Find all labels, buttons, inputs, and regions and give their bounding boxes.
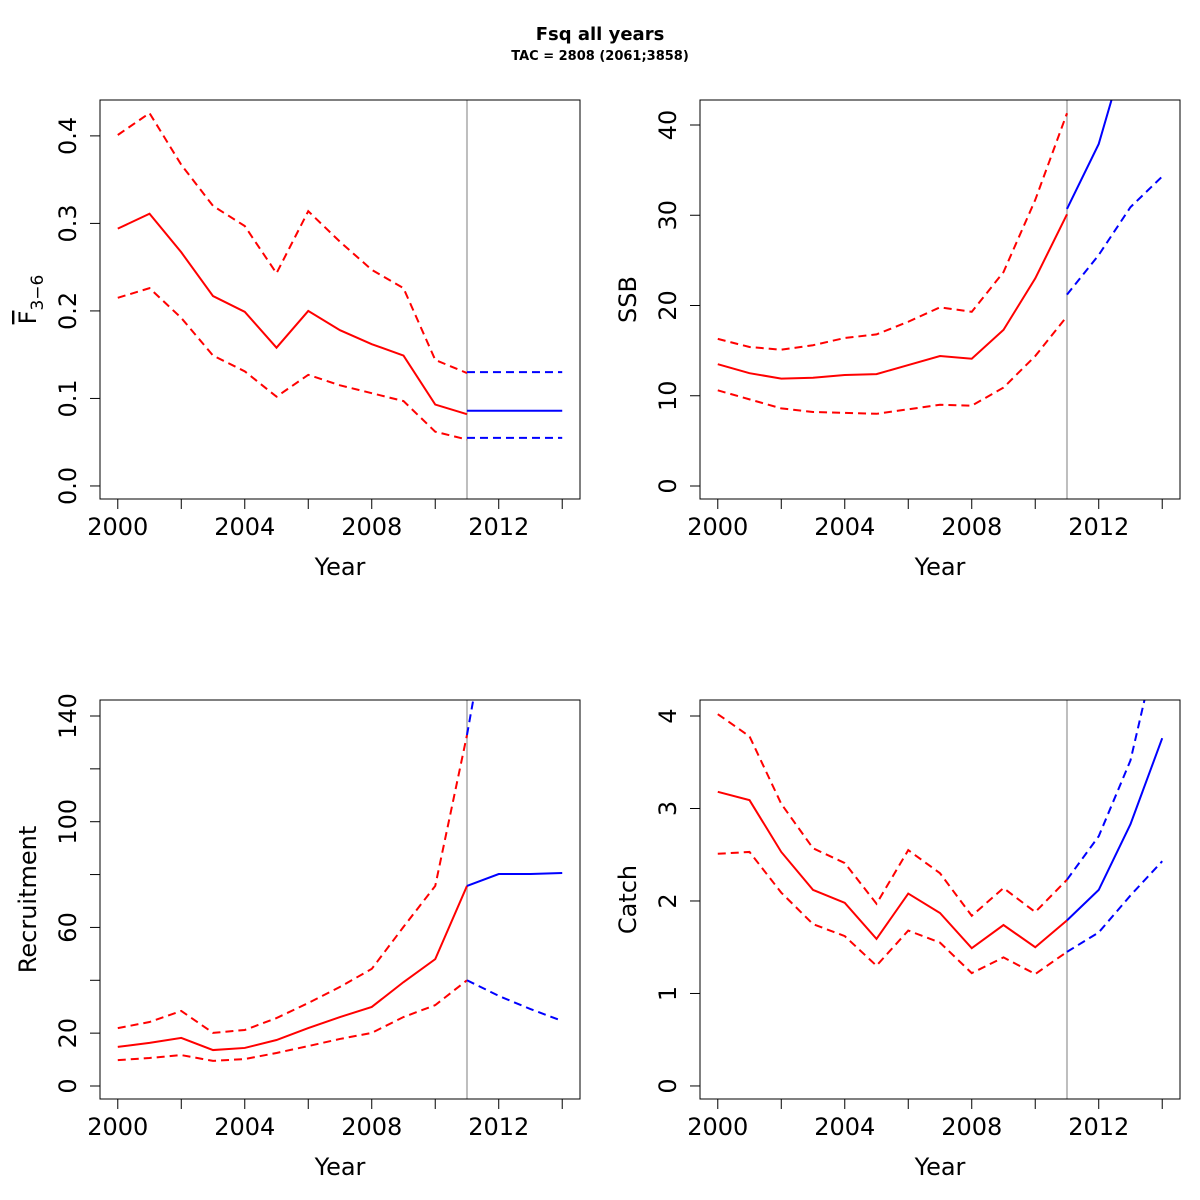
y-tick-label: 3 (654, 801, 682, 816)
x-tick-label: 2000 (687, 1113, 748, 1141)
series-line (1066, 860, 1163, 953)
series-line (117, 734, 468, 1034)
x-tick-label: 2004 (814, 1113, 875, 1141)
y-tick-label: 20 (654, 290, 682, 321)
series-line (1066, 700, 1146, 881)
y-axis-label: Recruitment (14, 826, 42, 973)
x-tick-label: 2000 (87, 1113, 148, 1141)
y-tick-label: 0.1 (54, 379, 82, 417)
x-tick-label: 2004 (214, 1113, 275, 1141)
x-tick-label: 2008 (341, 513, 402, 541)
y-tick-label: 0.2 (54, 292, 82, 330)
y-axis-label: Catch (614, 865, 642, 934)
series-line (117, 212, 468, 416)
x-tick-label: 2012 (1068, 513, 1129, 541)
series-line (117, 885, 468, 1052)
y-axis-label-main: SSB (614, 276, 642, 323)
y-tick-label: 40 (654, 110, 682, 141)
series-line (466, 979, 563, 1022)
x-tick-label: 2008 (341, 1113, 402, 1141)
x-axis-label: Year (314, 553, 366, 581)
y-axis-label: SSB (614, 276, 642, 323)
series-line (1066, 737, 1164, 922)
series-line (465, 700, 475, 736)
y-axis-label: F3−6 (14, 275, 48, 325)
series-line (717, 315, 1068, 415)
y-tick-label: 30 (654, 200, 682, 231)
series-line (717, 713, 1068, 918)
series-line (117, 111, 468, 374)
y-axis-label-main: F (14, 311, 42, 325)
x-tick-label: 2008 (941, 1113, 1002, 1141)
y-tick-label: 20 (54, 1018, 82, 1049)
series-line (717, 112, 1068, 351)
y-axis-label-main: Recruitment (14, 826, 42, 973)
panel: 2000 2004 2008 2012 Year 0.0 0.1 0.2 0.3 0.4 F3−6 (14, 99, 581, 581)
y-tick-label: 0 (54, 1078, 82, 1093)
x-axis-label: Year (914, 553, 966, 581)
x-tick-label: 2004 (814, 513, 875, 541)
page-title: Fsq all years (536, 24, 665, 45)
y-tick-label: 4 (654, 708, 682, 723)
series-line (717, 790, 1068, 950)
plot-frame (99, 99, 581, 500)
x-tick-label: 2012 (1068, 1113, 1129, 1141)
panel: 2000 2004 2008 2012 Year 0 10 20 30 40 SSB (614, 99, 1181, 581)
plot-frame (699, 99, 1181, 500)
series-line (1066, 175, 1163, 296)
x-tick-label: 2012 (468, 1113, 529, 1141)
series-line (717, 850, 1068, 976)
y-tick-label: 0 (654, 1078, 682, 1093)
x-tick-label: 2008 (941, 513, 1002, 541)
series-line (717, 213, 1068, 380)
series-line (117, 287, 468, 441)
y-tick-label: 1 (654, 986, 682, 1001)
y-axis-label-sub: 3−6 (28, 275, 48, 311)
x-tick-label: 2000 (687, 513, 748, 541)
y-tick-label: 0.4 (54, 117, 82, 155)
x-axis-label: Year (314, 1153, 366, 1181)
x-tick-label: 2012 (468, 513, 529, 541)
x-tick-label: 2004 (214, 513, 275, 541)
plot-frame (699, 699, 1181, 1100)
y-tick-label: 140 (54, 693, 82, 739)
series-line (1066, 100, 1113, 210)
panel: 2000 2004 2008 2012 Year 0 20 60 100 140 Recruitme… (14, 693, 581, 1181)
panel: 2000 2004 2008 2012 Year 0 1 2 3 4 Catch (614, 699, 1181, 1181)
series-line (466, 871, 563, 887)
y-tick-label: 0 (654, 478, 682, 493)
y-tick-label: 10 (654, 380, 682, 411)
page-subtitle: TAC = 2808 (2061;3858) (511, 49, 689, 64)
series-line (117, 979, 468, 1062)
y-axis-label-main: Catch (614, 865, 642, 934)
y-tick-label: 2 (654, 893, 682, 908)
y-tick-label: 0.0 (54, 467, 82, 505)
y-tick-label: 60 (54, 912, 82, 943)
y-tick-label: 100 (54, 799, 82, 845)
y-tick-label: 0.3 (54, 204, 82, 242)
x-tick-label: 2000 (87, 513, 148, 541)
x-axis-label: Year (914, 1153, 966, 1181)
